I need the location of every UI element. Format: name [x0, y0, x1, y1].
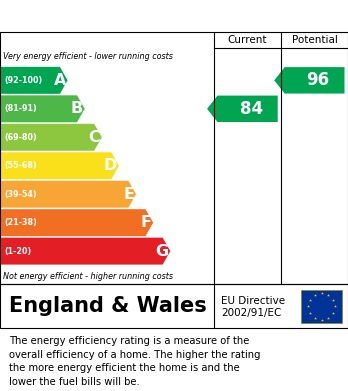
Bar [301, 290, 342, 323]
Text: the more energy efficient the home is and the: the more energy efficient the home is an… [9, 364, 239, 373]
Polygon shape [1, 95, 85, 122]
Text: The energy efficiency rating is a measure of the: The energy efficiency rating is a measur… [9, 336, 249, 346]
Text: (1-20): (1-20) [5, 247, 32, 256]
Text: Very energy efficient - lower running costs: Very energy efficient - lower running co… [3, 52, 173, 61]
Text: E: E [123, 187, 134, 202]
Polygon shape [1, 209, 153, 236]
Text: Current: Current [228, 35, 267, 45]
Polygon shape [1, 181, 136, 208]
Text: B: B [71, 101, 83, 116]
Polygon shape [1, 238, 170, 265]
Text: Energy Efficiency Rating: Energy Efficiency Rating [9, 8, 249, 26]
Text: C: C [88, 130, 100, 145]
Polygon shape [1, 124, 102, 151]
Text: 84: 84 [239, 100, 263, 118]
Text: lower the fuel bills will be.: lower the fuel bills will be. [9, 377, 140, 387]
Text: overall efficiency of a home. The higher the rating: overall efficiency of a home. The higher… [9, 350, 260, 360]
Text: 2002/91/EC: 2002/91/EC [221, 308, 281, 318]
Text: (69-80): (69-80) [5, 133, 37, 142]
Polygon shape [1, 67, 68, 94]
Text: Not energy efficient - higher running costs: Not energy efficient - higher running co… [3, 272, 174, 281]
Text: 96: 96 [307, 71, 330, 89]
Text: A: A [54, 73, 66, 88]
Polygon shape [207, 95, 278, 122]
Text: (92-100): (92-100) [5, 76, 43, 85]
Polygon shape [274, 67, 345, 93]
Text: (55-68): (55-68) [5, 161, 37, 170]
Polygon shape [1, 152, 119, 179]
Text: D: D [104, 158, 117, 173]
Text: (81-91): (81-91) [5, 104, 37, 113]
Text: EU Directive: EU Directive [221, 296, 285, 306]
Text: (39-54): (39-54) [5, 190, 37, 199]
Text: (21-38): (21-38) [5, 218, 37, 227]
Text: G: G [156, 244, 168, 258]
Text: Potential: Potential [292, 35, 338, 45]
Text: F: F [141, 215, 151, 230]
Text: England & Wales: England & Wales [9, 296, 206, 316]
